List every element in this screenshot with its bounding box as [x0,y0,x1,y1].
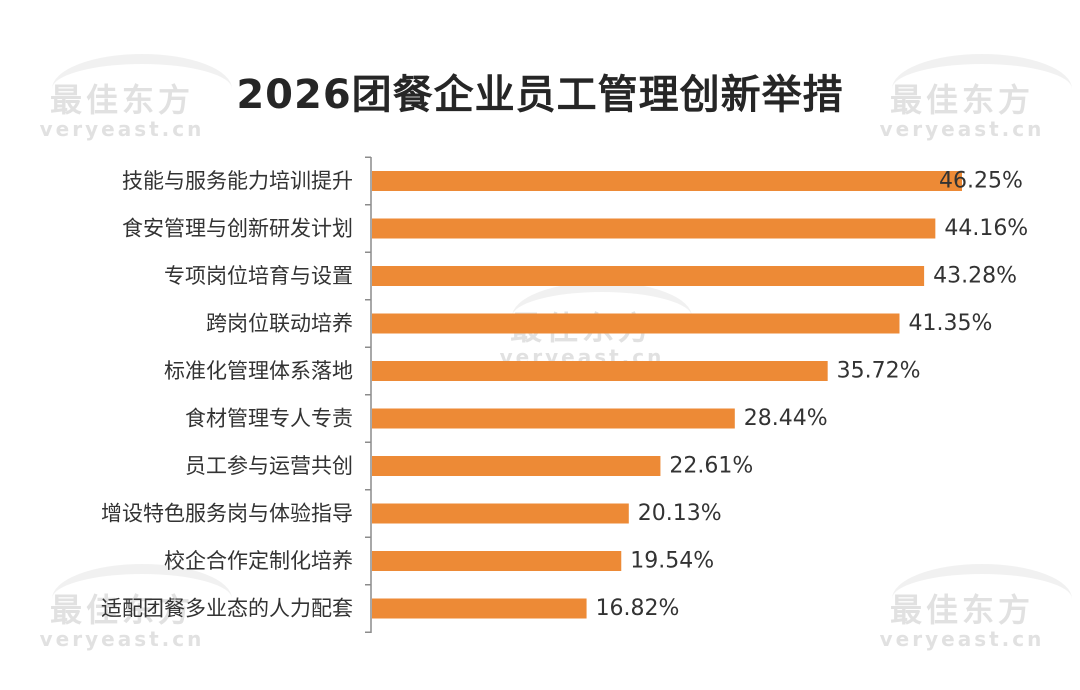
category-label: 标准化管理体系落地 [164,359,353,383]
bar [372,408,735,429]
category-label: 适配团餐多业态的人力配套 [101,597,353,621]
value-label: 41.35% [908,311,992,336]
bar [372,266,925,286]
chart-title: 2026团餐企业员工管理创新举措 [236,72,844,118]
value-label: 35.72% [837,359,921,384]
category-label: 专项岗位培育与设置 [164,264,353,288]
value-label: 22.61% [669,454,753,479]
category-label: 校企合作定制化培养 [164,549,353,573]
category-label: 技能与服务能力培训提升 [122,169,353,193]
category-label: 跨岗位联动培养 [206,312,353,336]
bar [372,598,587,619]
bar [372,171,962,191]
category-label: 食安管理与创新研发计划 [122,217,353,241]
bar [372,313,900,334]
bar [372,456,661,476]
bar [372,551,622,571]
value-label: 19.54% [630,549,714,574]
value-label: 20.13% [638,501,722,526]
bar [372,218,936,239]
bar [372,503,629,524]
category-label: 增设特色服务岗与体验指导 [101,502,353,526]
value-label: 44.16% [944,216,1028,241]
value-label: 46.25% [939,169,1023,194]
value-label: 16.82% [596,596,680,621]
value-label: 43.28% [933,264,1017,289]
category-label: 员工参与运营共创 [185,454,353,478]
bar [372,361,828,381]
value-label: 28.44% [744,406,828,431]
category-label: 食材管理专人专责 [185,407,353,431]
